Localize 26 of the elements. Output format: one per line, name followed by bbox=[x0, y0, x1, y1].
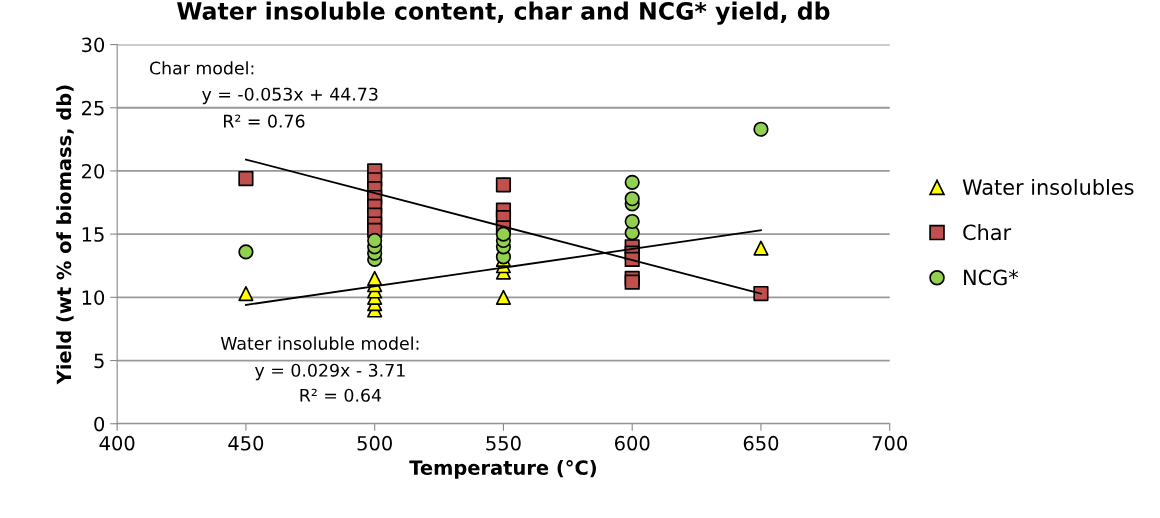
x-tick-label: 650 bbox=[743, 435, 779, 451]
annotation: Char model: bbox=[149, 61, 254, 75]
y-tick-label: 0 bbox=[94, 416, 105, 432]
x-tick-label: 400 bbox=[99, 435, 135, 451]
x-tick-label: 450 bbox=[228, 435, 264, 451]
y-tick-label: 15 bbox=[82, 227, 104, 242]
x-tick-label: 500 bbox=[357, 435, 392, 451]
annotation: R² = 0.76 bbox=[224, 114, 305, 128]
x-tick-label: 550 bbox=[486, 435, 521, 451]
y-axis-title: Yield (wt % of biomass, db) bbox=[56, 85, 74, 385]
annotation: y = 0.029x - 3.71 bbox=[255, 363, 405, 381]
x-axis-title: Temperature (°C) bbox=[409, 459, 596, 479]
y-tick-label: 25 bbox=[82, 100, 104, 116]
x-tick-label: 700 bbox=[872, 435, 907, 451]
legend-label: Water insolubles bbox=[962, 178, 1134, 196]
y-tick-label: 20 bbox=[82, 163, 105, 179]
y-tick-label: 10 bbox=[82, 290, 105, 305]
legend-label: NCG* bbox=[964, 269, 1019, 286]
x-tick-label: 600 bbox=[615, 435, 650, 451]
y-tick-label: 30 bbox=[82, 37, 105, 53]
annotation: y = -0.053x + 44.73 bbox=[202, 87, 378, 105]
annotation: R² = 0.64 bbox=[300, 388, 382, 402]
chart-title: Water insoluble content, char and NCG* yield, db bbox=[177, 1, 830, 25]
legend-label: Char bbox=[963, 224, 1012, 241]
y-tick-label: 5 bbox=[94, 353, 104, 369]
annotation: Water insoluble model: bbox=[220, 336, 419, 350]
